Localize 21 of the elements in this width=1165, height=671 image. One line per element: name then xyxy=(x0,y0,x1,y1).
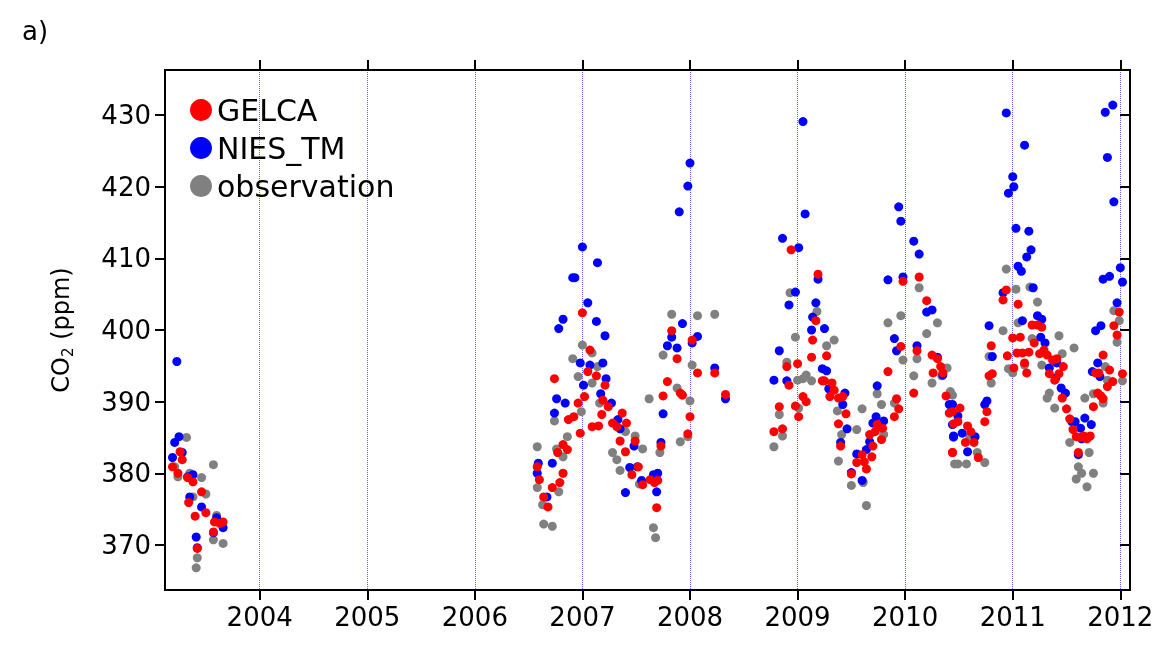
y-axis-title: CO2 (ppm) xyxy=(46,267,77,393)
x-tick-label: 2007 xyxy=(549,602,616,632)
y-tick-label: 400 xyxy=(101,315,151,345)
y-tick-label: 370 xyxy=(101,529,151,560)
legend-label: NIES_TM xyxy=(217,130,346,166)
x-tick-label: 2010 xyxy=(872,602,939,632)
x-tick-label: 2008 xyxy=(656,602,724,632)
x-tick-label: 2011 xyxy=(979,602,1046,632)
y-tick-label: 420 xyxy=(101,171,151,202)
legend-label: observation xyxy=(217,168,395,204)
x-tick-label: 2006 xyxy=(441,602,508,632)
x-tick-label: 2012 xyxy=(1087,602,1154,632)
legend-label: GELCA xyxy=(217,92,318,128)
x-tick-label: 2009 xyxy=(764,602,831,632)
y-tick-label: 390 xyxy=(101,386,151,417)
x-tick-label: 2005 xyxy=(334,602,401,632)
y-tick-label: 380 xyxy=(101,458,151,489)
y-tick-label: 410 xyxy=(101,243,151,274)
x-tick-label: 2004 xyxy=(226,602,293,632)
text: a) xyxy=(22,16,49,46)
y-tick-label: 430 xyxy=(101,100,151,131)
